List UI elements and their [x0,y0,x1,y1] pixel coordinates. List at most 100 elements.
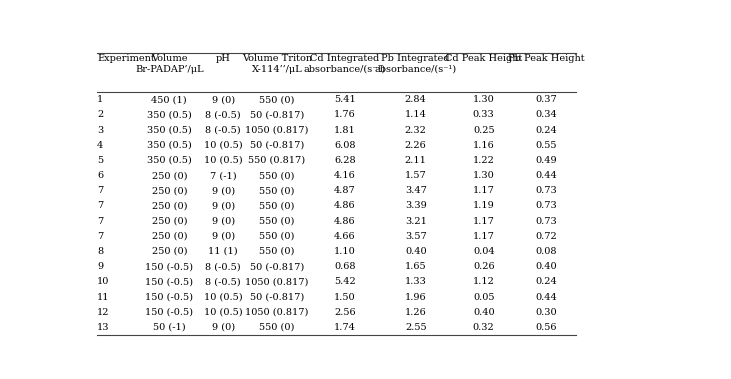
Text: 10 (0.5): 10 (0.5) [204,156,243,165]
Text: 8: 8 [97,247,103,256]
Text: 550 (0): 550 (0) [260,95,295,104]
Text: 4.16: 4.16 [334,171,356,180]
Text: 10 (0.5): 10 (0.5) [204,141,243,150]
Text: Experiment: Experiment [97,54,155,63]
Text: 3.21: 3.21 [405,217,427,226]
Text: 8 (-0.5): 8 (-0.5) [205,277,241,287]
Text: 3.57: 3.57 [405,232,427,241]
Text: 4: 4 [97,141,103,150]
Text: 3: 3 [97,125,103,135]
Text: 13: 13 [97,323,110,332]
Text: 9 (0): 9 (0) [211,186,235,195]
Text: 0.73: 0.73 [535,202,557,210]
Text: 0.44: 0.44 [535,293,557,302]
Text: 0.37: 0.37 [535,95,557,104]
Text: 350 (0.5): 350 (0.5) [147,141,192,150]
Text: 3.39: 3.39 [405,202,427,210]
Text: 1.76: 1.76 [334,110,356,119]
Text: 150 (-0.5): 150 (-0.5) [145,293,193,302]
Text: 2.26: 2.26 [405,141,427,150]
Text: 0.72: 0.72 [535,232,557,241]
Text: 1.17: 1.17 [473,186,495,195]
Text: 11: 11 [97,293,110,302]
Text: 5.41: 5.41 [334,95,356,104]
Text: 4.86: 4.86 [334,202,356,210]
Text: Volume
Br-PADAP’/μL: Volume Br-PADAP’/μL [135,54,204,74]
Text: 1.74: 1.74 [334,323,356,332]
Text: 1.81: 1.81 [334,125,356,135]
Text: Cd Integrated
absorbance/(s⁻¹): Cd Integrated absorbance/(s⁻¹) [304,54,386,74]
Text: 1.30: 1.30 [473,95,495,104]
Text: 50 (-0.817): 50 (-0.817) [250,141,304,150]
Text: 9 (0): 9 (0) [211,95,235,104]
Text: 1050 (0.817): 1050 (0.817) [245,277,308,287]
Text: 4.87: 4.87 [334,186,356,195]
Text: Volume Triton
X-114’’/μL: Volume Triton X-114’’/μL [242,54,312,74]
Text: 550 (0): 550 (0) [260,232,295,241]
Text: 8 (-0.5): 8 (-0.5) [205,110,241,119]
Text: pH: pH [216,54,230,63]
Text: 0.44: 0.44 [535,171,557,180]
Text: 1.50: 1.50 [334,293,356,302]
Text: 2.56: 2.56 [334,308,356,317]
Text: 0.40: 0.40 [473,308,494,317]
Text: 9 (0): 9 (0) [211,217,235,226]
Text: 2: 2 [97,110,103,119]
Text: 550 (0): 550 (0) [260,217,295,226]
Text: 150 (-0.5): 150 (-0.5) [145,277,193,287]
Text: 9 (0): 9 (0) [211,232,235,241]
Text: 450 (1): 450 (1) [151,95,187,104]
Text: 1.65: 1.65 [405,262,426,271]
Text: 9 (0): 9 (0) [211,202,235,210]
Text: 9 (0): 9 (0) [211,323,235,332]
Text: 350 (0.5): 350 (0.5) [147,156,192,165]
Text: 2.32: 2.32 [405,125,427,135]
Text: 0.73: 0.73 [535,217,557,226]
Text: 0.55: 0.55 [535,141,557,150]
Text: 50 (-0.817): 50 (-0.817) [250,110,304,119]
Text: 1.14: 1.14 [405,110,427,119]
Text: 250 (0): 250 (0) [151,217,187,226]
Text: 0.25: 0.25 [473,125,494,135]
Text: 0.05: 0.05 [473,293,494,302]
Text: 10 (0.5): 10 (0.5) [204,308,243,317]
Text: 8 (-0.5): 8 (-0.5) [205,262,241,271]
Text: 2.11: 2.11 [405,156,427,165]
Text: 0.34: 0.34 [535,110,557,119]
Text: 1.33: 1.33 [405,277,427,287]
Text: 3.47: 3.47 [405,186,427,195]
Text: 550 (0): 550 (0) [260,186,295,195]
Text: 350 (0.5): 350 (0.5) [147,125,192,135]
Text: 10 (0.5): 10 (0.5) [204,293,243,302]
Text: 1.96: 1.96 [405,293,426,302]
Text: 7: 7 [97,202,103,210]
Text: 1.19: 1.19 [473,202,495,210]
Text: 550 (0): 550 (0) [260,171,295,180]
Text: 0.40: 0.40 [405,247,426,256]
Text: 12: 12 [97,308,110,317]
Text: 1.30: 1.30 [473,171,495,180]
Text: 250 (0): 250 (0) [151,202,187,210]
Text: 7: 7 [97,186,103,195]
Text: 4.86: 4.86 [334,217,356,226]
Text: 1.16: 1.16 [473,141,495,150]
Text: 550 (0): 550 (0) [260,323,295,332]
Text: 0.32: 0.32 [473,323,495,332]
Text: 7: 7 [97,232,103,241]
Text: 7 (-1): 7 (-1) [210,171,236,180]
Text: 1.57: 1.57 [405,171,427,180]
Text: 250 (0): 250 (0) [151,232,187,241]
Text: 0.24: 0.24 [535,125,557,135]
Text: 150 (-0.5): 150 (-0.5) [145,262,193,271]
Text: 0.73: 0.73 [535,186,557,195]
Text: 7: 7 [97,217,103,226]
Text: 150 (-0.5): 150 (-0.5) [145,308,193,317]
Text: Pb Peak Height: Pb Peak Height [508,54,584,63]
Text: Pb Integrated
absorbance/(s⁻¹): Pb Integrated absorbance/(s⁻¹) [375,54,457,74]
Text: 50 (-0.817): 50 (-0.817) [250,293,304,302]
Text: 250 (0): 250 (0) [151,171,187,180]
Text: 1.10: 1.10 [334,247,356,256]
Text: 1.12: 1.12 [473,277,495,287]
Text: 1.17: 1.17 [473,217,495,226]
Text: 1050 (0.817): 1050 (0.817) [245,308,308,317]
